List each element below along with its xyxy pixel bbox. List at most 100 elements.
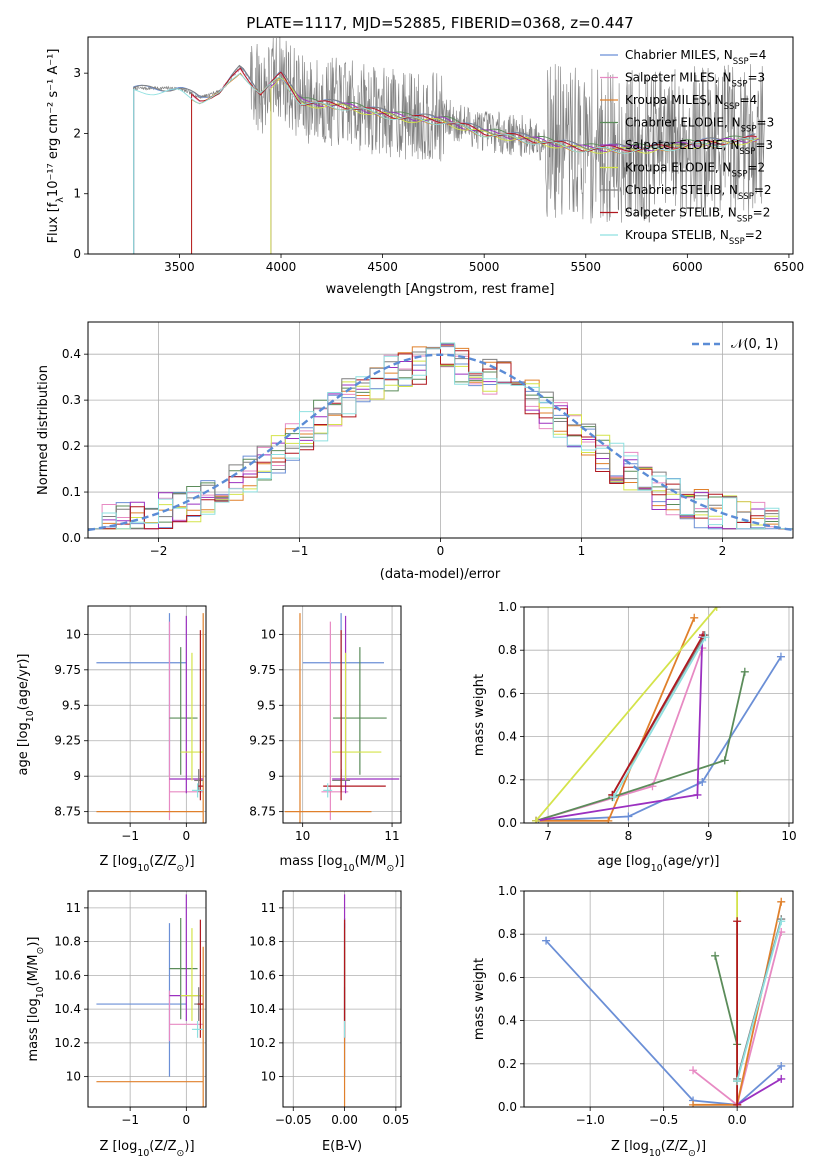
legend-entry: Salpeter STELIB, NSSP=2	[625, 206, 770, 225]
y-tick-label: 10.2	[249, 1036, 276, 1050]
y-tick-label: 9	[268, 769, 276, 783]
y-tick-label: 0.8	[498, 927, 517, 941]
label-part: )]	[184, 1139, 194, 1154]
legend-subscript: SSP	[729, 237, 745, 247]
y-tick-label: 0.4	[498, 1014, 517, 1028]
legend-text: =3	[755, 138, 773, 152]
y-tick-label: 3	[73, 66, 81, 80]
axes-frame	[87, 890, 207, 1108]
weight-marker	[604, 816, 613, 823]
legend-subscript: SSP	[737, 215, 753, 225]
plot-layer: 3500 4000 4500 5000 5500 6000 6500 0 1 2 3 waveleng…	[16, 36, 804, 1159]
label-part: mass [log	[26, 998, 41, 1061]
x-tick-label: −1.0	[576, 1113, 605, 1127]
model-spectrum	[270, 79, 759, 254]
y-tick-label: 8.75	[54, 805, 81, 819]
weight-line	[535, 671, 746, 822]
y-tick-label: 0.2	[62, 439, 81, 453]
label-part: 10⁻¹⁷ erg cm⁻² s⁻¹ A⁻¹]	[46, 49, 61, 198]
age-vs-mass-plot-area	[283, 606, 401, 823]
y-tick-label: 10.4	[54, 1002, 81, 1016]
label-part: (age/yr)]	[16, 654, 31, 711]
y-tick-label: 2	[73, 126, 81, 140]
weight-marker	[609, 793, 618, 802]
axes-frame	[87, 36, 794, 255]
weight-line	[736, 1078, 782, 1106]
label-subscript: 10	[25, 710, 36, 722]
label-part: )]	[26, 937, 41, 947]
legend-entry: Kroupa MILES, NSSP=4	[625, 93, 757, 112]
legend-entry: Salpeter MILES, NSSP=3	[625, 71, 765, 90]
weight-marker	[776, 652, 785, 661]
y-tick-label: 9.75	[54, 663, 81, 677]
x-tick-label: 10	[781, 829, 796, 843]
legend-text: Kroupa STELIB, N	[625, 228, 729, 242]
residuals-plot-area	[88, 322, 793, 538]
legend-text: =3	[757, 116, 775, 130]
weight-line	[611, 634, 704, 796]
weight-marker	[733, 1077, 742, 1086]
y-axis-label: Normed distribution	[36, 365, 51, 495]
age-vs-Z-axes: −1 0 8.75 9 9.25 9.5 9.75 10	[54, 605, 207, 843]
y-tick-label: 10.2	[54, 1036, 81, 1050]
weight-marker	[733, 917, 742, 926]
weight-marker	[777, 897, 786, 906]
label-part: )]	[394, 854, 404, 869]
weight-marker	[701, 633, 710, 642]
label-subscript: λ	[55, 197, 66, 203]
weight-marker	[689, 1066, 698, 1075]
weight-marker	[690, 613, 699, 622]
legend-text: Kroupa MILES, N	[625, 93, 724, 107]
legend-subscript: SSP	[738, 192, 754, 202]
x-tick-label: 1	[578, 544, 586, 558]
label-part: age [log	[16, 722, 31, 775]
x-tick-label: 0	[437, 544, 445, 558]
x-axis-label: age [log10(age/yr)]	[598, 854, 720, 874]
weight-marker	[698, 777, 707, 786]
y-tick-label: 0.2	[498, 1057, 517, 1071]
label-subscript: ⊙	[35, 947, 46, 955]
legend-text: =2	[753, 206, 771, 220]
weight-marker	[777, 1061, 786, 1070]
age-vs-mass-axes: 10 11 8.75 9 9.25 9.5 9.75 10	[249, 605, 402, 843]
x-tick-label: 10	[295, 829, 310, 843]
x-axis-label: wavelength [Angstrom, rest frame]	[326, 282, 555, 297]
mass-vs-Z-plot-area	[88, 891, 206, 1107]
y-tick-label: 10	[66, 1070, 81, 1084]
legend-entry: 𝒩(0, 1)	[731, 337, 778, 352]
x-tick-label: −1	[121, 829, 139, 843]
legend-subscript: SSP	[732, 170, 748, 180]
axes-frame	[282, 890, 402, 1108]
y-tick-label: 9.25	[54, 734, 81, 748]
x-tick-label: 11	[384, 829, 399, 843]
legend-text: Kroupa ELODIE, N	[625, 161, 732, 175]
label-part: )]	[696, 1139, 706, 1154]
weight-line	[538, 656, 782, 822]
legend-entry: Kroupa ELODIE, NSSP=2	[625, 161, 765, 180]
label-part: Flux [f	[46, 202, 61, 243]
weight-line	[714, 955, 738, 1082]
legend-text: Chabrier ELODIE, N	[625, 116, 741, 130]
label-part: Z [log	[99, 1139, 137, 1154]
weight-marker	[733, 1100, 742, 1107]
weight-line	[613, 636, 707, 798]
weight-marker	[777, 1074, 786, 1083]
model-spectrum	[133, 64, 756, 254]
model-spectrum	[270, 78, 759, 254]
y-tick-label: 0.4	[62, 347, 81, 361]
axes-frame	[87, 321, 794, 539]
weight-marker	[689, 1100, 698, 1107]
legend-text: Salpeter STELIB, N	[625, 206, 737, 220]
x-tick-label: −0.05	[275, 1113, 312, 1127]
x-tick-label: 4000	[266, 260, 297, 274]
y-tick-label: 0.0	[498, 816, 517, 830]
y-tick-label: 9.75	[249, 663, 276, 677]
model-spectrum	[191, 67, 757, 254]
y-axis-label: mass weight	[472, 674, 487, 756]
legend-text: =4	[740, 93, 758, 107]
spectrum-axes: 3500 4000 4500 5000 5500 6000 6500 0 1 2 3	[73, 36, 804, 274]
y-tick-label: 0.3	[62, 393, 81, 407]
y-axis-label: Flux [fλ10⁻¹⁷ erg cm⁻² s⁻¹ A⁻¹]	[46, 49, 66, 244]
y-axis-label: mass [log10(M/M⊙)]	[26, 937, 46, 1062]
